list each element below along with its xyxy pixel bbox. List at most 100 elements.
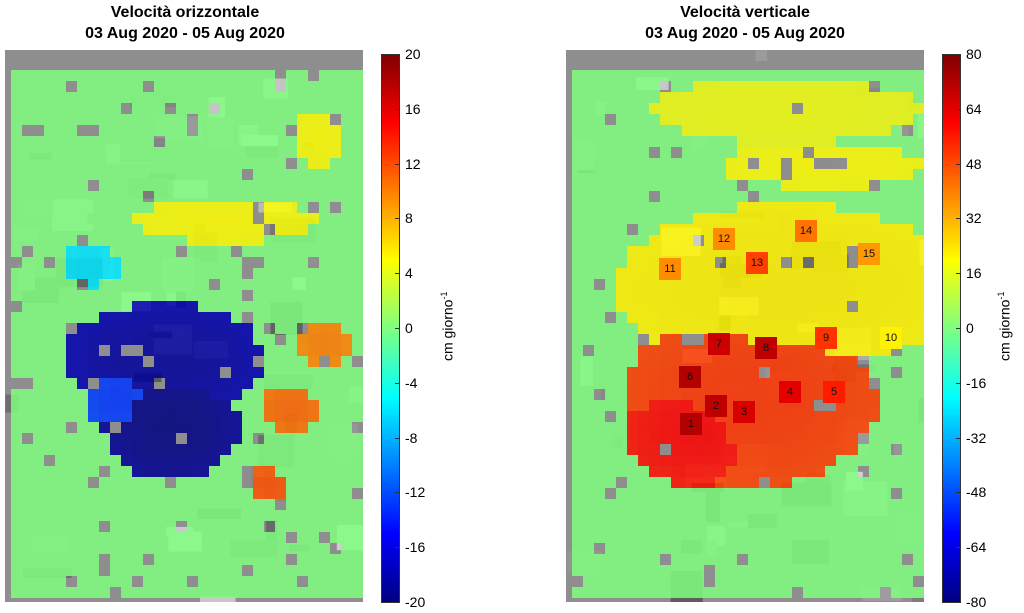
point-marker[interactable]: 9: [815, 327, 837, 349]
point-marker[interactable]: 5: [823, 381, 845, 403]
velocity-cell: [286, 301, 297, 312]
velocity-cell: [825, 356, 836, 367]
velocity-cell: [572, 521, 583, 532]
point-marker[interactable]: 2: [705, 395, 727, 417]
velocity-cell: [891, 103, 902, 114]
velocity-cell: [858, 301, 869, 312]
velocity-cell: [341, 334, 352, 345]
right-title-line1: Velocità verticale: [680, 4, 810, 21]
velocity-cell: [209, 576, 220, 587]
velocity-cell: [319, 587, 330, 598]
velocity-cell: [275, 224, 286, 235]
velocity-cell: [803, 543, 814, 554]
velocity-cell: [836, 356, 847, 367]
velocity-cell: [143, 499, 154, 510]
velocity-cell: [66, 444, 77, 455]
velocity-cell: [275, 235, 286, 246]
velocity-cell: [638, 411, 649, 422]
velocity-cell: [330, 433, 341, 444]
velocity-cell: [682, 499, 693, 510]
point-marker[interactable]: 1: [680, 413, 702, 435]
point-marker[interactable]: 6: [679, 366, 701, 388]
velocity-cell: [891, 180, 902, 191]
point-marker[interactable]: 3: [733, 401, 755, 423]
velocity-cell: [792, 169, 803, 180]
velocity-cell: [297, 400, 308, 411]
velocity-cell: [308, 213, 319, 224]
velocity-cell: [616, 246, 627, 257]
velocity-cell: [671, 180, 682, 191]
velocity-cell: [143, 136, 154, 147]
velocity-cell: [682, 246, 693, 257]
velocity-cell: [176, 345, 187, 356]
velocity-cell: [891, 224, 902, 235]
velocity-cell: [275, 488, 286, 499]
velocity-cell: [187, 444, 198, 455]
velocity-cell: [319, 488, 330, 499]
velocity-cell: [22, 345, 33, 356]
velocity-cell: [682, 532, 693, 543]
velocity-cell: [913, 554, 924, 565]
velocity-cell: [891, 587, 902, 598]
velocity-cell: [671, 345, 682, 356]
velocity-cell: [671, 114, 682, 125]
colorbar-tick-label: 20: [405, 46, 421, 62]
velocity-cell: [176, 70, 187, 81]
velocity-cell: [352, 543, 363, 554]
velocity-cell: [231, 125, 242, 136]
point-marker[interactable]: 12: [713, 228, 735, 250]
velocity-cell: [726, 488, 737, 499]
velocity-cell: [880, 576, 891, 587]
velocity-cell: [88, 389, 99, 400]
velocity-cell: [187, 81, 198, 92]
velocity-cell: [220, 521, 231, 532]
point-marker[interactable]: 11: [659, 258, 681, 280]
velocity-cell: [594, 103, 605, 114]
point-marker[interactable]: 15: [858, 243, 880, 265]
velocity-cell: [165, 257, 176, 268]
velocity-cell: [132, 169, 143, 180]
point-marker[interactable]: 10: [880, 327, 902, 349]
point-marker[interactable]: 14: [795, 220, 817, 242]
velocity-cell: [748, 444, 759, 455]
velocity-cell: [616, 565, 627, 576]
velocity-cell: [66, 103, 77, 114]
velocity-cell: [693, 433, 704, 444]
velocity-cell: [858, 158, 869, 169]
velocity-cell: [88, 367, 99, 378]
point-marker[interactable]: 8: [755, 337, 777, 359]
velocity-cell: [891, 92, 902, 103]
velocity-cell: [572, 312, 583, 323]
velocity-cell: [858, 521, 869, 532]
velocity-cell: [825, 532, 836, 543]
velocity-cell: [616, 444, 627, 455]
velocity-cell: [286, 312, 297, 323]
velocity-cell: [682, 125, 693, 136]
velocity-cell: [297, 191, 308, 202]
velocity-cell: [231, 169, 242, 180]
velocity-cell: [330, 268, 341, 279]
velocity-cell: [11, 466, 22, 477]
velocity-cell: [99, 312, 110, 323]
velocity-cell: [605, 455, 616, 466]
velocity-cell: [154, 510, 165, 521]
velocity-cell: [11, 70, 22, 81]
velocity-cell: [66, 455, 77, 466]
velocity-cell: [627, 268, 638, 279]
velocity-cell: [748, 202, 759, 213]
velocity-cell: [187, 312, 198, 323]
velocity-cell: [759, 510, 770, 521]
velocity-cell: [77, 246, 88, 257]
point-marker[interactable]: 13: [746, 252, 768, 274]
velocity-cell: [286, 81, 297, 92]
point-marker[interactable]: 7: [708, 333, 730, 355]
velocity-cell: [11, 356, 22, 367]
velocity-cell: [891, 147, 902, 158]
velocity-cell: [770, 114, 781, 125]
velocity-cell: [88, 433, 99, 444]
velocity-cell: [33, 92, 44, 103]
velocity-cell: [132, 147, 143, 158]
point-marker[interactable]: 4: [779, 381, 801, 403]
velocity-cell: [814, 92, 825, 103]
velocity-cell: [627, 455, 638, 466]
